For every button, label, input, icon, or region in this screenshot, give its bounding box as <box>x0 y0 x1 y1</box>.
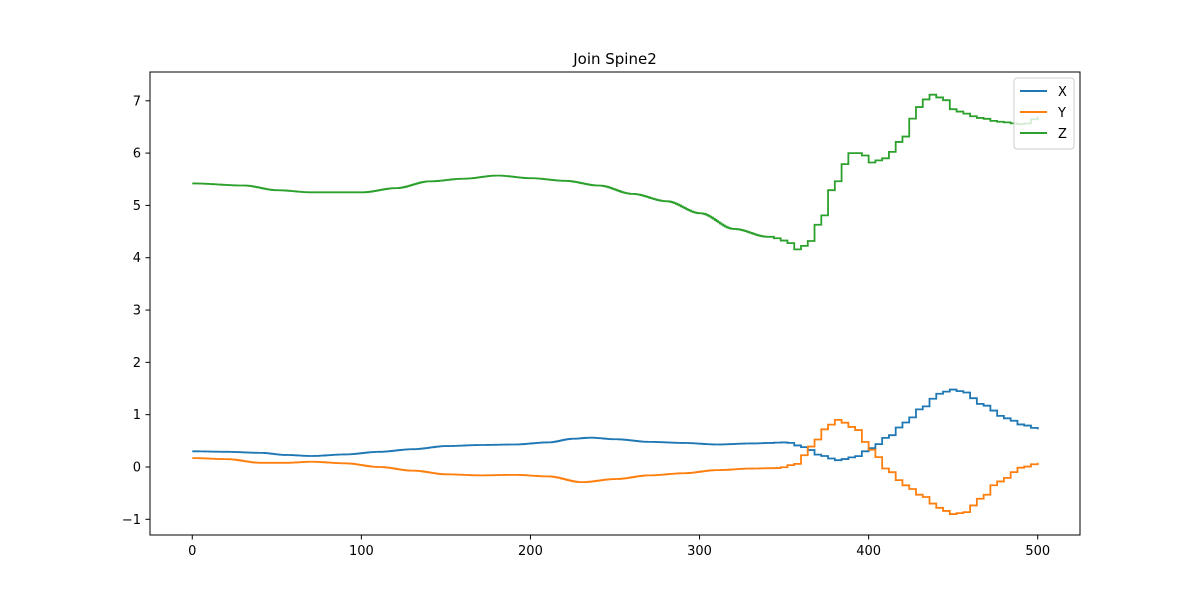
series-line-x <box>192 388 1039 462</box>
legend: XYZ <box>1013 77 1075 150</box>
x-tick-label: 300 <box>687 544 712 559</box>
y-tick-label: 7 <box>133 94 141 109</box>
axes-layer: 0 100 200 300 400 500 −1 0 1 2 3 4 5 6 7 <box>122 71 1081 559</box>
series-layer <box>192 93 1039 515</box>
y-tick-label: 0 <box>133 460 141 475</box>
series-line-y <box>192 419 1039 515</box>
legend-label-y: Y <box>1057 106 1066 121</box>
y-tick-label: 1 <box>133 408 141 423</box>
y-tick-label: −1 <box>122 513 141 528</box>
x-tick-label: 400 <box>856 544 881 559</box>
legend-box <box>1013 77 1075 150</box>
x-tick-label: 500 <box>1025 544 1050 559</box>
y-tick-label: 6 <box>133 147 141 162</box>
legend-label-z: Z <box>1058 127 1067 142</box>
y-tick-label: 3 <box>133 304 141 319</box>
y-tick-label: 5 <box>133 199 141 214</box>
x-tick-label: 100 <box>349 544 374 559</box>
legend-label-x: X <box>1058 85 1067 100</box>
x-tick-label: 0 <box>188 544 196 559</box>
series-line-z <box>192 93 1039 251</box>
x-tick-label: 200 <box>518 544 543 559</box>
y-tick-label: 4 <box>133 251 141 266</box>
y-tick-label: 2 <box>133 356 141 371</box>
plot-frame <box>149 71 1081 536</box>
chart-title: Join Spine2 <box>572 50 657 68</box>
